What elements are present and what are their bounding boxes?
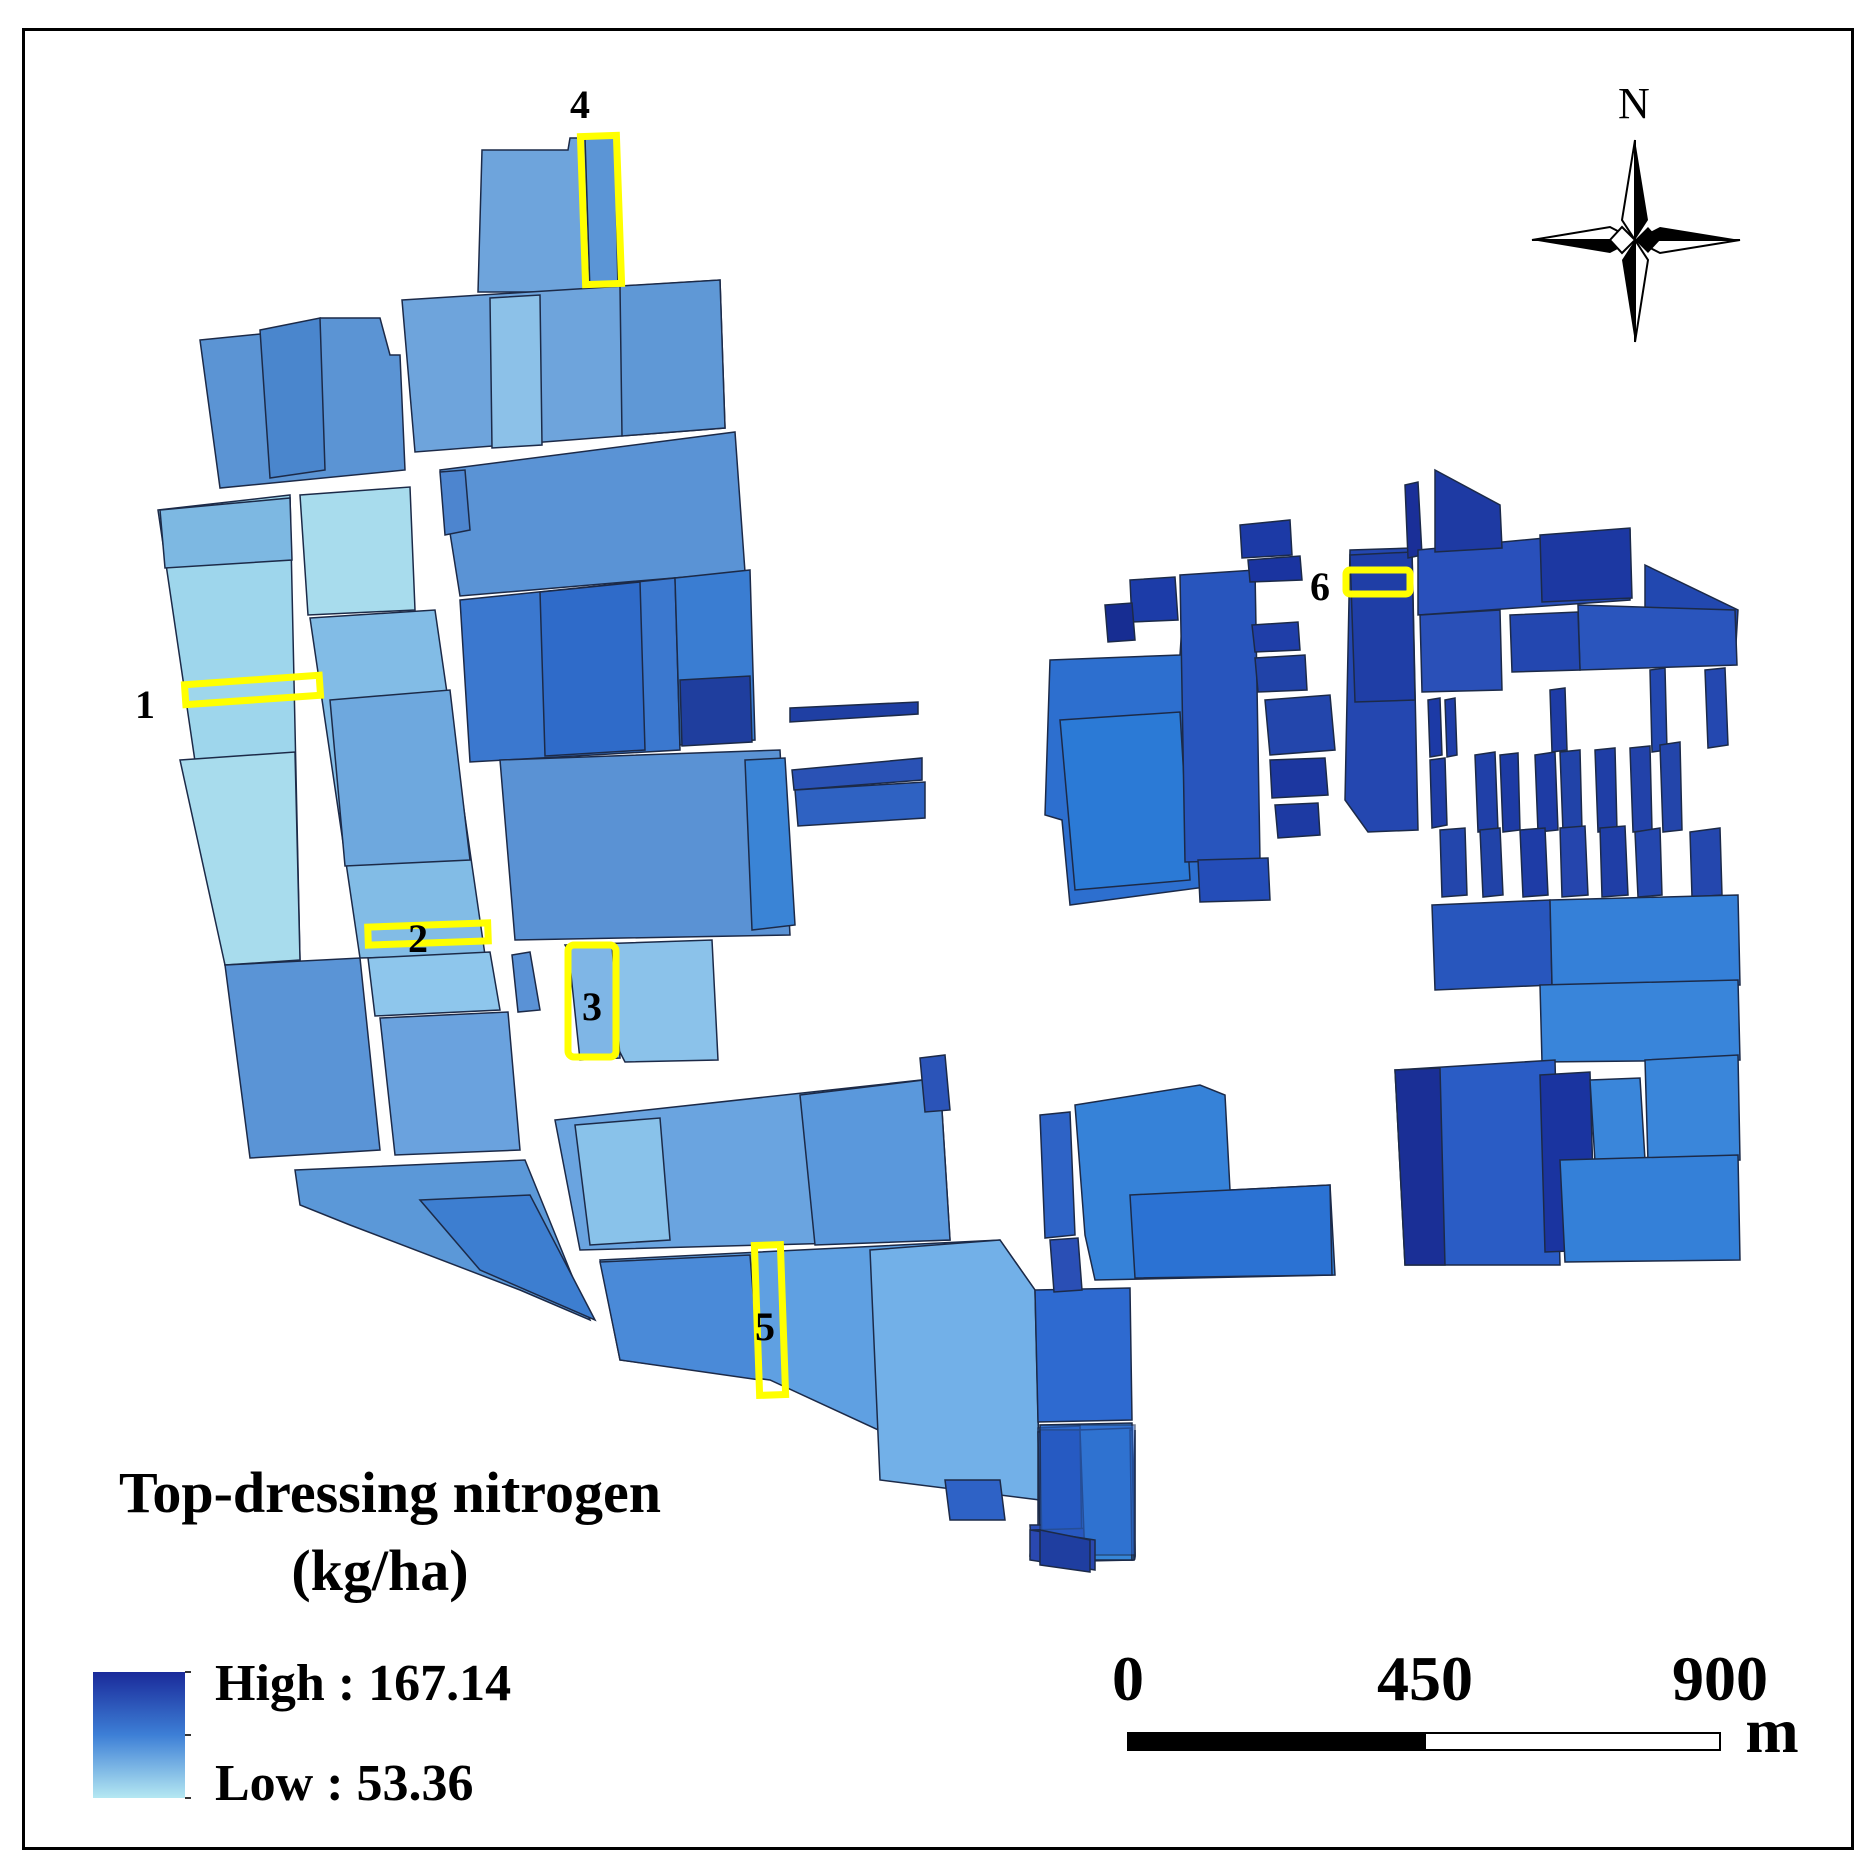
site-3-outline (564, 941, 620, 1061)
far-left-long-block (157, 494, 301, 966)
west-field-cluster (157, 137, 1136, 1573)
site-2-outline (364, 919, 492, 949)
site-label-5: 5 (755, 1304, 775, 1349)
north-arrow-s-white (1634, 236, 1650, 343)
legend-low-label: Low : 53.36 (215, 1755, 474, 1812)
site-labels: 1 2 3 4 5 6 (135, 82, 1330, 1349)
scale-tick-0: 0 (1112, 1643, 1144, 1714)
bottom-tail-blocks (1029, 1424, 1136, 1573)
legend-title-line1: Top-dressing nitrogen (119, 1460, 661, 1525)
east-top-right-block (1417, 468, 1739, 693)
scale-bar: 0 450 900 m (1112, 1643, 1799, 1766)
north-arrow-e-black (1635, 227, 1740, 240)
north-arrow-ne (1635, 227, 1660, 253)
site-label-1: 1 (135, 682, 155, 727)
legend-high-label: High : 167.14 (215, 1655, 511, 1712)
site-label-2: 2 (408, 916, 428, 961)
site-4-outline (576, 131, 626, 289)
lower-central-block (554, 1054, 951, 1251)
middle-east-strips (789, 701, 926, 827)
scale-tick-450: 450 (1377, 1643, 1473, 1714)
second-left-long-block (299, 486, 486, 959)
scale-bar-black-segment (1127, 1732, 1426, 1751)
legend-color-ramp (93, 1672, 185, 1798)
highlighted-sites (180, 131, 1414, 1400)
site-5-outline (750, 1240, 790, 1400)
legend-title-line2: (kg/ha) (291, 1538, 468, 1603)
east-west-block (1044, 569, 1271, 906)
north-arrow-sw (1608, 225, 1637, 255)
lower-left-blocks (224, 951, 541, 1159)
scale-bar-white-segment (1424, 1732, 1721, 1751)
middle-dark-block (459, 569, 756, 763)
north-top-block (477, 137, 619, 293)
upper-left-block (199, 317, 406, 489)
scale-tick-900: 900 (1672, 1643, 1768, 1714)
bottom-fan-block (599, 1239, 1041, 1501)
site-label-4: 4 (570, 82, 590, 127)
north-arrow-s-black (1622, 240, 1635, 342)
mid-upper-right-block (439, 431, 746, 597)
east-scattered-strips (1427, 667, 1729, 898)
site-1-outline (180, 671, 325, 709)
site-label-3: 3 (582, 984, 602, 1029)
lower-middle-block (499, 749, 796, 941)
east-lower-right-blocks (1394, 894, 1741, 1266)
south-west-strips (294, 1159, 597, 1322)
site-label-6: 6 (1310, 564, 1330, 609)
north-arrow-w-black (1532, 240, 1635, 253)
north-arrow-n-white (1620, 139, 1636, 244)
scale-unit: m (1745, 1695, 1798, 1766)
east-mid-columns (1239, 519, 1336, 839)
north-label: N (1618, 79, 1650, 128)
north-arrow: N (1531, 79, 1741, 343)
east-lower-west-block (1039, 1084, 1336, 1293)
upper-middle-block (401, 279, 726, 453)
north-arrow-n-black (1635, 140, 1648, 240)
east-site6-column (1344, 481, 1423, 833)
east-field-cluster (1039, 468, 1741, 1293)
site-6-outline (1342, 566, 1414, 598)
site3-area-block (563, 939, 719, 1063)
legend: Top-dressing nitrogen (kg/ha) High : 167… (93, 1460, 661, 1812)
